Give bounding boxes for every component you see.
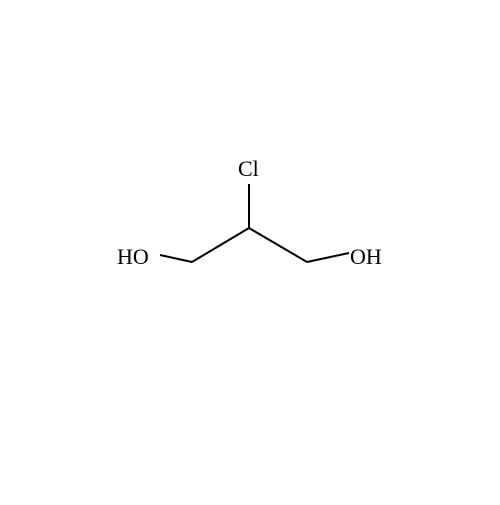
bond-line — [192, 228, 249, 262]
bond-line — [307, 253, 349, 262]
hydroxyl-right-label: OH — [350, 244, 382, 270]
bonds-group — [160, 184, 349, 262]
structure-svg — [0, 0, 500, 500]
hydroxyl-left-label: HO — [117, 244, 149, 270]
molecular-structure: HO Cl OH — [0, 0, 500, 500]
chlorine-label: Cl — [238, 156, 259, 182]
bond-line — [160, 255, 192, 262]
bond-line — [249, 228, 307, 262]
